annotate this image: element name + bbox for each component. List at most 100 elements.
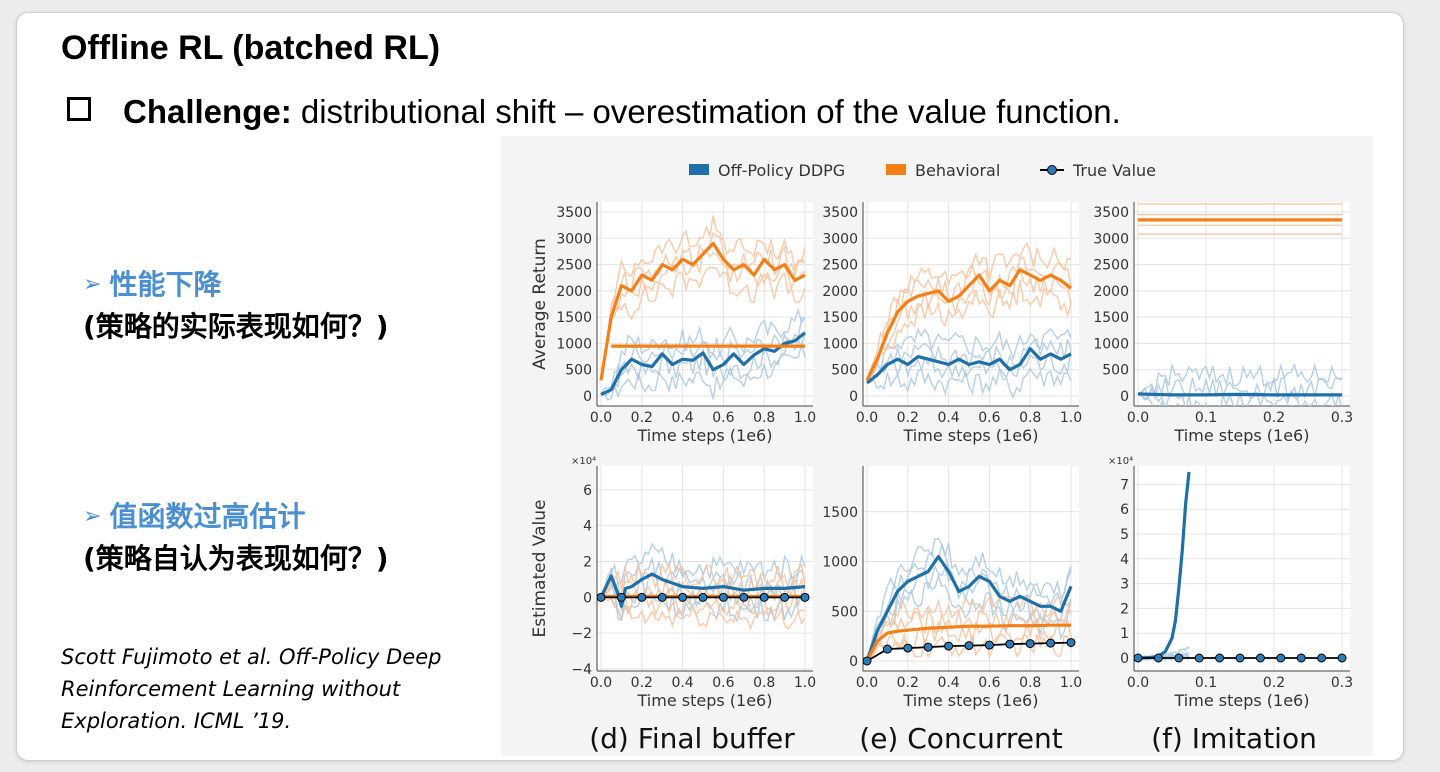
challenge-text: distributional shift – overestimation of…: [291, 93, 1121, 130]
y-tick-label: 0: [583, 590, 592, 606]
data-point: [1153, 653, 1163, 663]
x-tick-label: 0.0: [1127, 675, 1149, 691]
faint-run-line: [866, 366, 1072, 399]
y-tick-label: 1000: [1093, 336, 1129, 352]
data-point: [903, 643, 913, 653]
panel-caption: (f) Imitation: [1151, 722, 1317, 755]
arrow-bullet-icon: ➢: [83, 504, 102, 529]
x-tick-label: 0.4: [937, 675, 959, 691]
x-tick-label: 0.0: [590, 410, 612, 426]
x-tick-label: 0.0: [856, 410, 878, 426]
data-point: [1194, 653, 1204, 663]
plot-series: [1137, 203, 1343, 406]
y-tick-label: 3500: [822, 205, 858, 221]
y-tick-label: 500: [831, 363, 858, 379]
plot-series: [1134, 471, 1347, 663]
y-tick-label: 0: [1120, 389, 1129, 405]
series-line: [866, 347, 1072, 385]
y-scale-label: ×10⁴: [1108, 456, 1133, 467]
data-point: [637, 592, 647, 602]
x-axis-label: Time steps (1e6): [903, 426, 1039, 445]
y-tick-label: 3500: [1093, 205, 1129, 221]
faint-run-line: [600, 341, 806, 401]
y-tick-label: 500: [1102, 363, 1129, 379]
y-tick-label: 500: [831, 604, 858, 620]
y-tick-label: 500: [565, 363, 592, 379]
chart-panel-f-value: 0 1 2 3 4 5 6 7 0.0 0.1 0.2 0.3 Time steps (1e6) ×10⁴: [1108, 456, 1353, 710]
x-tick-label: 0.8: [753, 410, 775, 426]
data-point: [1005, 639, 1015, 649]
slide-title: Offline RL (batched RL): [61, 29, 441, 67]
series-line: [865, 268, 1072, 381]
y-tick-label: 0: [1120, 651, 1129, 667]
faint-run-line: [600, 589, 806, 618]
legend-item: Behavioral: [886, 161, 1000, 180]
data-point: [1235, 653, 1245, 663]
chart-panel-e-return: 0 500 1000 1500 2000 2500 3000 3500 0.0 0.2 0.4 0.6…: [822, 202, 1082, 445]
bullet-performance: ➢ 性能下降 (策略的实际表现如何？): [83, 263, 389, 345]
y-tick-label: 3000: [1093, 231, 1129, 247]
chart-panel-d-return: 0 500 1000 1500 2000 2500 3000 3500 0.0 0.2 0.4 0.6…: [530, 202, 816, 445]
faint-run-line: [1137, 377, 1343, 402]
panel-caption: (d) Final buffer: [589, 722, 795, 755]
data-point: [863, 656, 872, 666]
y-tick-label: 3000: [822, 231, 858, 247]
legend-marker: [1047, 165, 1057, 175]
data-point: [616, 592, 626, 602]
x-tick-label: 0.8: [1019, 410, 1041, 426]
y-tick-label: 2: [583, 555, 592, 571]
series-line: [599, 241, 806, 381]
x-tick-label: 0.2: [897, 675, 919, 691]
data-point: [1317, 653, 1327, 663]
data-point: [1255, 653, 1265, 663]
y-tick-label: 2000: [556, 284, 592, 300]
x-tick-label: 0.4: [937, 410, 959, 426]
y-tick-label: 5: [1120, 527, 1129, 543]
y-tick-label: −2: [571, 626, 592, 642]
x-tick-label: 0.6: [712, 410, 734, 426]
faint-run-line: [1137, 362, 1343, 396]
y-tick-label: 6: [583, 483, 592, 499]
faint-run-line: [866, 279, 1072, 381]
data-point: [657, 592, 667, 602]
x-tick-label: 0.1: [1195, 410, 1217, 426]
faint-run-line: [866, 573, 1072, 662]
y-tick-label: 1500: [822, 310, 858, 326]
x-tick-label: 0.3: [1331, 410, 1353, 426]
data-point: [1215, 653, 1225, 663]
faint-run-line: [600, 595, 806, 631]
y-tick-label: 2500: [1093, 258, 1129, 274]
bullet-overestimation: ➢ 值函数过高估计 (策略自认为表现如何？): [83, 495, 389, 577]
x-tick-label: 0.8: [753, 675, 775, 691]
series-line: [865, 623, 1071, 662]
y-tick-label: 1000: [556, 336, 592, 352]
legend-label: Behavioral: [915, 161, 1000, 180]
y-tick-label: −4: [571, 662, 592, 678]
faint-run-line: [600, 215, 806, 381]
bullet-subtext: (策略的实际表现如何？): [83, 310, 389, 343]
data-point: [780, 592, 790, 602]
x-axis-label: Time steps (1e6): [637, 426, 773, 445]
faint-run-line: [866, 543, 1072, 662]
challenge-line: Challenge: distributional shift – overes…: [67, 93, 1121, 131]
y-tick-label: 0: [849, 654, 858, 670]
chart-panel-f-return: 0 500 1000 1500 2000 2500 3000 3500 0.0 0.1 0.2 0.3…: [1093, 202, 1353, 445]
y-tick-label: 2: [1120, 601, 1129, 617]
data-point: [759, 592, 769, 602]
arrow-bullet-icon: ➢: [83, 272, 102, 297]
x-tick-label: 0.2: [1263, 675, 1285, 691]
plot-area: [597, 202, 813, 406]
data-point: [1046, 638, 1056, 648]
series-line: [600, 331, 806, 396]
chart-panel-e-value: 0 500 1000 1500 0.0 0.2 0.4 0.6 0.8 1.0 Time steps…: [822, 466, 1082, 710]
plot-series: [599, 215, 806, 401]
data-point: [882, 644, 892, 654]
y-axis-label: Estimated Value: [530, 500, 550, 638]
y-tick-label: 1: [1120, 626, 1129, 642]
data-point: [944, 641, 954, 651]
data-point: [984, 640, 994, 650]
legend-swatch: [886, 164, 906, 175]
x-tick-label: 1.0: [794, 410, 816, 426]
x-tick-label: 0.4: [671, 410, 693, 426]
data-point: [1337, 653, 1347, 663]
